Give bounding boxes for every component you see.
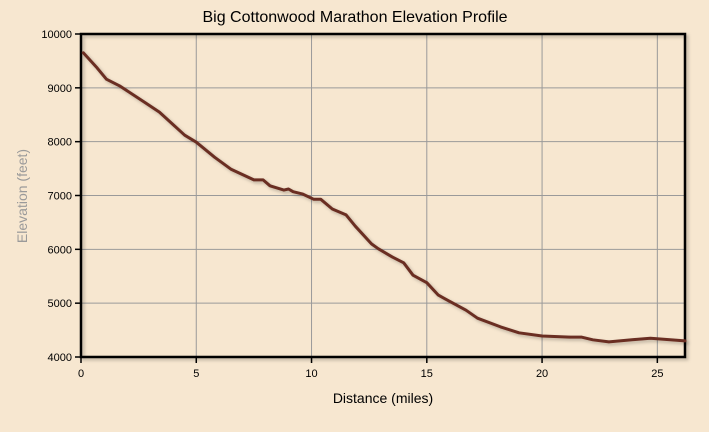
- data-point: [105, 78, 108, 81]
- data-point: [291, 190, 295, 193]
- data-point: [391, 255, 394, 259]
- data-point: [444, 297, 447, 301]
- y-tick-label: 9000: [48, 83, 72, 95]
- data-point: [213, 156, 216, 159]
- x-tick-label: 15: [421, 368, 433, 380]
- y-tick-label: 7000: [48, 191, 72, 203]
- data-point: [464, 308, 468, 312]
- data-point: [649, 336, 652, 340]
- x-axis-label: Distance (miles): [333, 390, 433, 406]
- data-point: [301, 192, 304, 196]
- y-tick-label: 10000: [41, 29, 72, 41]
- data-point: [499, 325, 502, 329]
- data-point: [425, 281, 429, 284]
- x-tick-label: 5: [193, 368, 199, 380]
- grid-lines: [81, 34, 685, 357]
- x-tick-label: 25: [651, 368, 663, 380]
- data-point: [158, 110, 161, 114]
- data-point: [370, 242, 373, 246]
- data-point: [683, 339, 687, 343]
- data-point: [354, 224, 357, 228]
- data-point: [402, 261, 405, 264]
- data-point: [437, 293, 440, 297]
- data-point: [195, 141, 198, 144]
- data-point: [607, 340, 611, 344]
- x-axis-ticks: 0 5 10 15 20 25: [78, 357, 663, 380]
- chart-title: Big Cottonwood Marathon Elevation Profil…: [202, 9, 507, 26]
- data-point: [144, 101, 147, 105]
- data-point: [580, 335, 583, 339]
- x-tick-label: 0: [78, 368, 84, 380]
- data-point: [476, 317, 479, 320]
- data-point: [82, 51, 85, 55]
- data-point: [229, 167, 233, 171]
- y-axis-ticks: 4000 5000 6000 7000 8000 9000 10000: [41, 29, 81, 364]
- data-points: [82, 51, 687, 344]
- data-point: [591, 338, 594, 341]
- data-point: [287, 187, 290, 191]
- data-point: [568, 335, 571, 339]
- y-tick-label: 5000: [48, 298, 72, 310]
- data-point: [540, 334, 544, 338]
- data-point: [411, 273, 415, 277]
- data-point: [630, 338, 634, 341]
- y-axis-label: Elevation (feet): [14, 149, 30, 243]
- x-tick-label: 10: [305, 368, 317, 380]
- data-point: [312, 198, 316, 201]
- data-point: [268, 184, 272, 188]
- data-point: [517, 331, 521, 334]
- data-point: [377, 247, 380, 250]
- data-point: [261, 178, 265, 182]
- data-point: [95, 66, 99, 70]
- y-tick-label: 4000: [48, 352, 72, 364]
- data-point: [319, 198, 322, 201]
- data-point: [252, 178, 256, 182]
- elevation-line: [81, 51, 687, 344]
- x-tick-label: 20: [536, 368, 548, 380]
- data-point: [282, 188, 286, 192]
- y-tick-label: 6000: [48, 244, 72, 256]
- data-point: [183, 134, 186, 137]
- data-point: [344, 213, 348, 217]
- data-point: [118, 85, 122, 88]
- data-point: [331, 207, 334, 211]
- y-tick-label: 8000: [48, 137, 72, 149]
